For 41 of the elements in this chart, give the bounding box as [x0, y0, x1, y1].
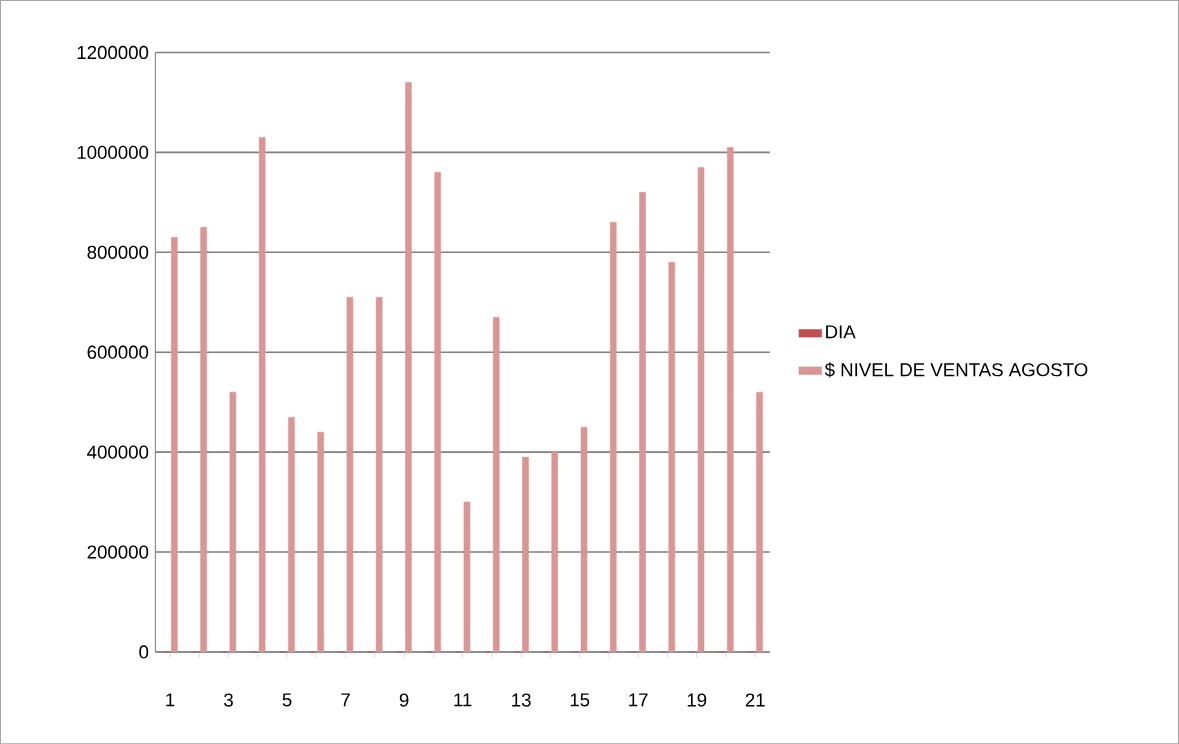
bar	[727, 146, 734, 653]
y-tick-label: 1200000	[77, 45, 149, 59]
y-tick-label: 200000	[87, 545, 149, 559]
legend-label: $ NIVEL DE VENTAS AGOSTO	[824, 362, 1088, 378]
bar	[288, 416, 295, 653]
legend-label: DIA	[826, 325, 856, 339]
x-tick-label: 11	[454, 693, 472, 707]
y-tick-label: 0	[139, 645, 149, 659]
x-tick-label: 3	[224, 693, 233, 707]
bar	[463, 501, 471, 653]
y-tick-label: 800000	[87, 245, 149, 259]
bar	[580, 426, 588, 653]
bar	[375, 296, 383, 653]
bar	[639, 191, 646, 653]
bar	[492, 316, 500, 653]
x-tick-label: 13	[512, 693, 531, 707]
bar	[346, 296, 354, 653]
bar	[668, 261, 676, 653]
y-tick-label: 600000	[87, 345, 149, 359]
x-tick-label: 19	[687, 693, 707, 707]
x-tick-label: 21	[745, 693, 765, 707]
bar	[405, 81, 412, 653]
x-tick-label: 1	[166, 693, 175, 707]
y-tick-label: 400000	[87, 445, 149, 459]
x-tick-label: 5	[282, 693, 292, 707]
bar	[522, 456, 529, 653]
bar	[317, 431, 324, 653]
bar	[229, 391, 237, 653]
bar	[551, 451, 558, 653]
bar	[756, 391, 763, 653]
bar	[609, 221, 617, 653]
y-tick-label: 1000000	[77, 145, 149, 159]
bar	[171, 236, 178, 653]
x-tick-label: 17	[629, 693, 648, 707]
x-tick-label: 15	[570, 693, 590, 707]
bar	[200, 226, 207, 653]
bar	[258, 136, 266, 653]
x-tick-label: 9	[399, 693, 409, 707]
bar	[434, 171, 441, 653]
x-tick-label: 7	[341, 693, 350, 707]
bar	[697, 166, 705, 653]
